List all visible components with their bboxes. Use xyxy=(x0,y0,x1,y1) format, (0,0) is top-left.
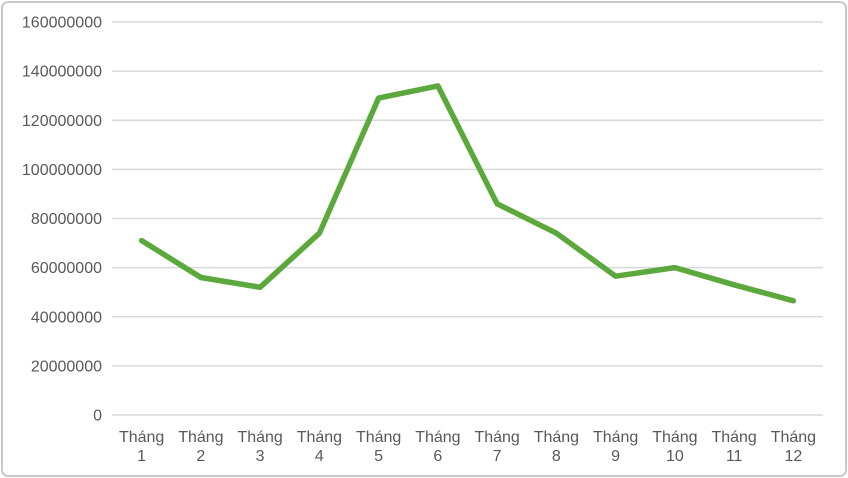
y-tick-label: 100000000 xyxy=(22,162,102,179)
y-tick-label: 160000000 xyxy=(22,15,102,32)
y-tick-label: 0 xyxy=(93,408,102,425)
x-axis-label: Tháng 6 xyxy=(415,429,460,465)
x-axis-label: Tháng 11 xyxy=(711,429,756,465)
series-group xyxy=(138,83,797,304)
x-axis-label: Tháng 12 xyxy=(771,429,816,465)
x-axis-tick-labels: Tháng 1 Tháng 2 Tháng 3 Tháng 4 Tháng 5 Tháng 6 Thán… xyxy=(119,429,816,465)
y-tick-label: 40000000 xyxy=(31,309,102,326)
gridline-group xyxy=(112,21,823,416)
x-axis-label: Tháng 5 xyxy=(356,429,401,465)
x-axis-label: Tháng 4 xyxy=(297,429,342,465)
x-axis-label: Tháng 1 xyxy=(119,429,164,465)
x-axis-label: Tháng 7 xyxy=(474,429,519,465)
y-axis-tick-labels: 0 20000000 40000000 60000000 80000000 1000000… xyxy=(22,15,102,425)
x-axis-label: Tháng 9 xyxy=(593,429,638,465)
data-series-line xyxy=(138,83,797,304)
y-tick-label: 140000000 xyxy=(22,64,102,81)
y-tick-label: 80000000 xyxy=(31,211,102,228)
y-tick-label: 120000000 xyxy=(22,113,102,130)
x-axis-label: Tháng 8 xyxy=(534,429,579,465)
y-tick-label: 20000000 xyxy=(31,358,102,375)
x-axis-label: Tháng 2 xyxy=(178,429,223,465)
x-axis-label: Tháng 10 xyxy=(652,429,697,465)
x-axis-label: Tháng 3 xyxy=(237,429,282,465)
y-tick-label: 60000000 xyxy=(31,260,102,277)
